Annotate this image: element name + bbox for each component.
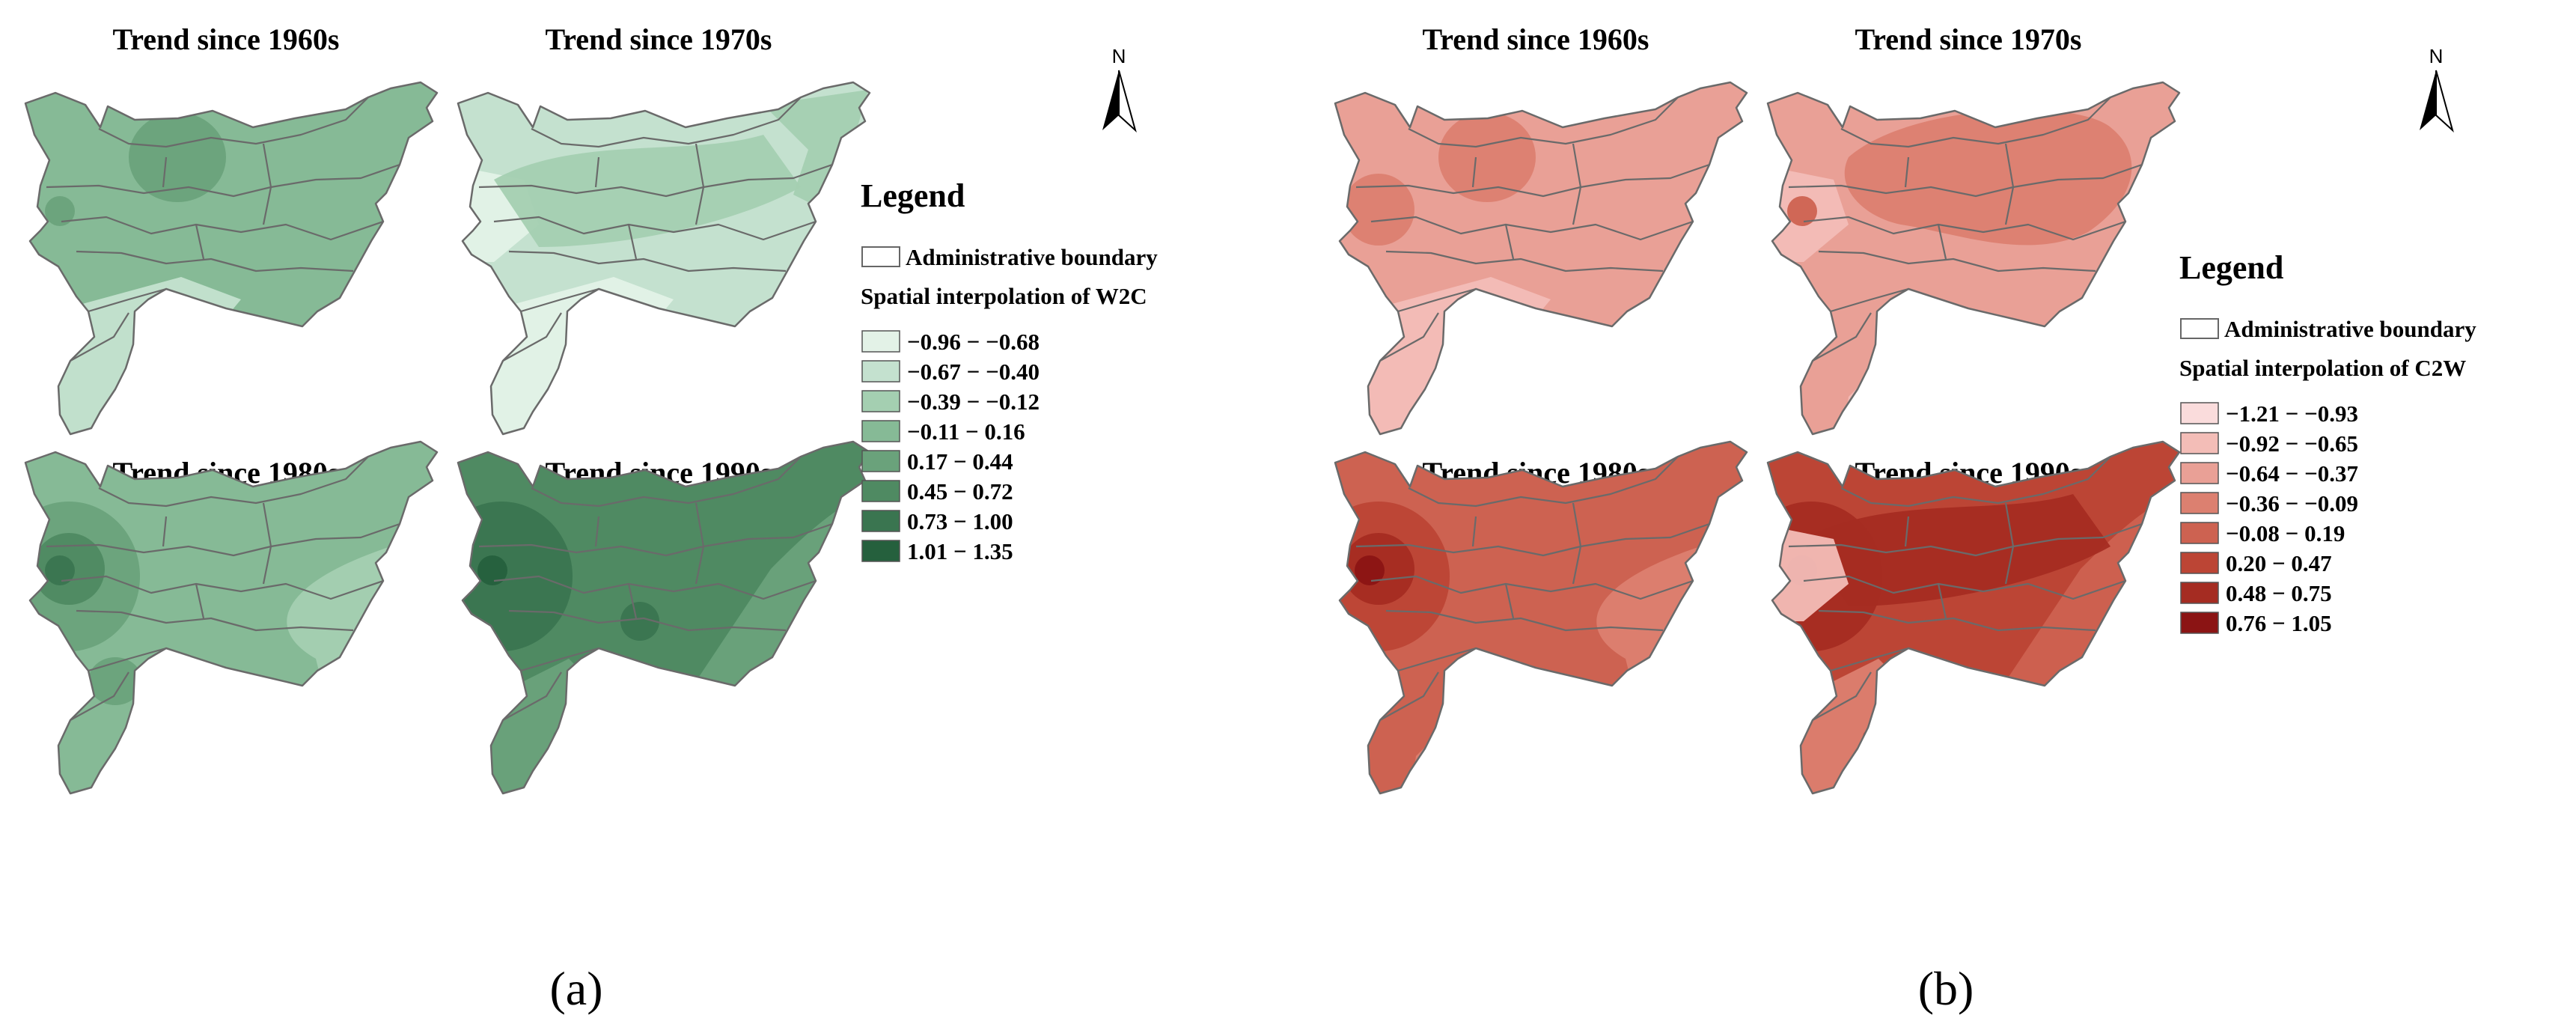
region-outline — [24, 440, 439, 795]
north-arrow-icon: N — [1102, 45, 1137, 133]
legend-class-label: −0.67 − −0.40 — [907, 359, 1040, 385]
legend: Legend Administrative boundary Spatial int… — [861, 177, 1158, 564]
zone-north-center-blob — [129, 112, 226, 202]
region-outline — [457, 81, 871, 436]
legend-class-label: −0.39 − −0.12 — [907, 388, 1040, 415]
legend-swatch — [2180, 432, 2219, 454]
boundary-label: Administrative boundary — [906, 244, 1158, 270]
zone-south-lobe-edge — [458, 659, 591, 793]
map-a-4: Trend since 1990s — [457, 440, 871, 795]
map-title: Trend since 1970s — [1855, 22, 2082, 56]
legend-class-label: 1.01 − 1.35 — [907, 538, 1013, 564]
legend-subtitle: Spatial interpolation of C2W — [2179, 355, 2466, 381]
zone-west-spot — [1355, 555, 1385, 585]
zone-west-spot — [45, 196, 75, 226]
region-outline — [1766, 440, 2181, 795]
panel-label: (a) — [549, 962, 602, 1015]
legend-class-label: −0.11 − 0.16 — [907, 418, 1025, 445]
region-outline — [1334, 81, 1748, 436]
legend: Legend Administrative boundary Spatial int… — [2179, 249, 2476, 636]
legend-class-label: 0.48 − 0.75 — [2226, 580, 2332, 606]
legend-swatch — [861, 390, 900, 412]
map-title: Trend since 1960s — [1423, 22, 1649, 56]
boundary-swatch — [861, 246, 900, 267]
map-b-1: Trend since 1960s — [1334, 22, 1748, 436]
north-arrow-icon: N — [2420, 45, 2454, 133]
map-b-2: Trend since 1970s — [1766, 22, 2181, 436]
panel-label: (b) — [1918, 962, 1974, 1015]
north-label: N — [1112, 45, 1126, 67]
region-base-fill — [25, 442, 437, 793]
admin-boundaries — [46, 97, 400, 362]
legend-swatch — [861, 450, 900, 472]
zone-west-spot — [1787, 196, 1817, 226]
legend-title: Legend — [861, 177, 965, 214]
region-outline — [1766, 81, 2181, 436]
zone-north-center-blob — [1438, 112, 1536, 202]
map-a-3: Trend since 1980s — [24, 440, 439, 795]
zone-west-medium — [1343, 174, 1414, 246]
region-outline — [457, 440, 871, 795]
boundary-swatch — [2180, 318, 2219, 339]
admin-boundaries — [1355, 456, 1710, 721]
legend-swatch — [861, 510, 900, 532]
zone-south-lobe-edge — [1768, 659, 1901, 793]
legend-swatch — [861, 420, 900, 442]
admin-boundaries — [1788, 97, 2143, 362]
zone-center-spot — [620, 602, 659, 641]
legend-swatch — [2180, 462, 2219, 484]
legend-subtitle: Spatial interpolation of W2C — [861, 283, 1147, 309]
legend-swatch — [861, 480, 900, 502]
legend-class-label: −0.36 − −0.09 — [2226, 490, 2358, 516]
map-a-2: Trend since 1970s — [457, 22, 871, 436]
legend-swatch — [2180, 522, 2219, 544]
legend-class-label: −1.21 − −0.93 — [2226, 400, 2358, 427]
legend-class-label: −0.64 − −0.37 — [2226, 460, 2358, 487]
zone-west-spot — [477, 555, 507, 585]
legend-class-label: 0.73 − 1.00 — [907, 508, 1013, 534]
zone-north-wide — [1844, 109, 2132, 246]
zone-central-band — [494, 135, 801, 247]
legend-class-label: 0.20 − 0.47 — [2226, 550, 2332, 576]
legend-swatch — [861, 360, 900, 383]
zone-southwest-spot — [88, 657, 142, 705]
map-title: Trend since 1970s — [546, 22, 772, 56]
legend-swatch — [2180, 612, 2219, 634]
zone-west-spot — [45, 555, 75, 585]
legend-class-label: 0.17 − 0.44 — [907, 448, 1013, 475]
admin-boundaries — [1355, 97, 1710, 362]
legend-class-label: −0.96 − −0.68 — [907, 329, 1040, 355]
panel-b: Trend since 1960s Trend since 1970s Trend … — [1334, 22, 2476, 1015]
admin-boundaries — [1788, 456, 2143, 721]
zone-northeast-arc — [763, 90, 868, 210]
admin-boundaries — [478, 456, 833, 721]
panel-a: Trend since 1960s Trend since 1970s Trend … — [24, 22, 1158, 1015]
legend-class-label: −0.92 − −0.65 — [2226, 430, 2358, 457]
legend-swatch — [861, 540, 900, 562]
map-a-1: Trend since 1960s — [24, 22, 439, 436]
legend-swatch — [2180, 492, 2219, 514]
admin-boundaries — [478, 97, 833, 362]
map-title: Trend since 1960s — [113, 22, 340, 56]
legend-class-label: 0.45 − 0.72 — [907, 478, 1013, 505]
boundary-label: Administrative boundary — [2224, 316, 2476, 342]
legend-class-label: −0.08 − 0.19 — [2226, 520, 2345, 546]
admin-boundaries — [46, 456, 400, 721]
legend-title: Legend — [2179, 249, 2283, 286]
legend-class-label: 0.76 − 1.05 — [2226, 610, 2332, 636]
map-b-3: Trend since 1980s — [1334, 440, 1748, 795]
region-outline — [24, 81, 439, 436]
legend-swatch — [2180, 582, 2219, 604]
region-outline — [1334, 440, 1748, 795]
region-base-fill — [1335, 442, 1747, 793]
north-label: N — [2429, 45, 2444, 67]
legend-swatch — [861, 330, 900, 353]
legend-swatch — [2180, 552, 2219, 574]
map-b-4: Trend since 1990s — [1766, 440, 2181, 795]
legend-swatch — [2180, 402, 2219, 424]
